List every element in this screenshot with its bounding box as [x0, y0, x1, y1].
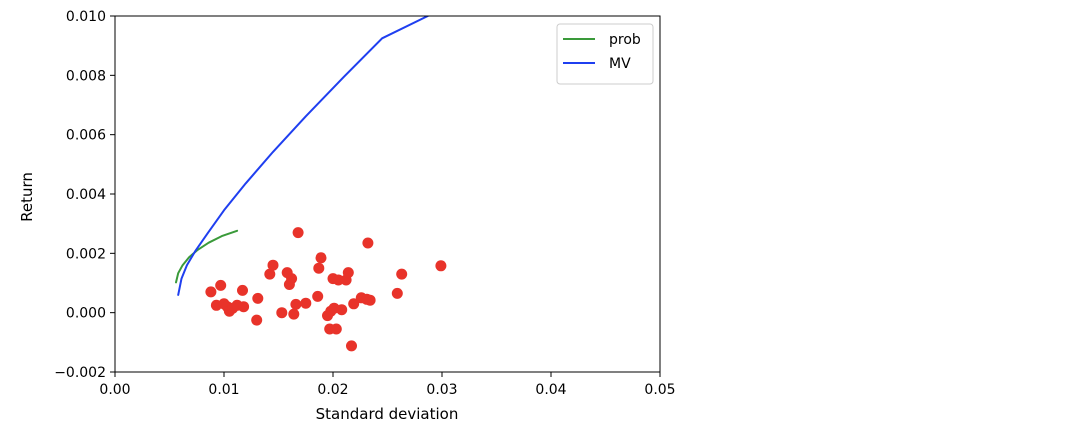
scatter-point [267, 259, 279, 271]
scatter-point [391, 287, 403, 299]
y-tick-label: 0.010 [66, 9, 106, 25]
scatter-point [264, 268, 276, 280]
scatter-point [290, 298, 302, 310]
y-tick-label: 0.004 [66, 187, 106, 203]
legend-label: MV [609, 56, 631, 72]
scatter-point [251, 314, 263, 326]
scatter-point [312, 290, 324, 302]
legend: prob MV [556, 23, 654, 85]
scatter-point [348, 298, 360, 310]
y-tick-label: 0.002 [66, 246, 106, 262]
scatter-point [286, 273, 298, 285]
x-tick-label: 0.00 [99, 382, 130, 398]
scatter-point [362, 237, 374, 249]
y-tick-label: −0.002 [54, 365, 106, 381]
scatter-point [332, 274, 344, 286]
scatter-point [336, 304, 348, 316]
scatter-point [300, 297, 312, 309]
scatter-point [288, 308, 300, 320]
x-tick-label: 0.05 [644, 382, 675, 398]
scatter-point [205, 286, 217, 298]
scatter-point [238, 301, 250, 313]
series-line-mv [177, 16, 429, 296]
scatter-point [435, 260, 447, 272]
scatter-point [346, 340, 357, 352]
scatter-point [396, 268, 408, 280]
scatter-point [330, 323, 342, 335]
x-tick-label: 0.01 [208, 382, 239, 398]
x-tick-label: 0.02 [317, 382, 348, 398]
scatter-point [342, 267, 354, 279]
y-tick-label: 0.008 [66, 68, 106, 84]
y-tick-label: 0.006 [66, 128, 106, 144]
scatter-point [276, 307, 288, 319]
x-tick-label: 0.03 [426, 382, 457, 398]
scatter-point [315, 252, 327, 264]
y-axis-title: Return [18, 172, 36, 222]
scatter-point [237, 284, 248, 296]
y-tick-label: 0.000 [66, 306, 106, 322]
scatter-point [364, 294, 376, 306]
x-tick-label: 0.04 [535, 382, 566, 398]
scatter-point [313, 262, 325, 274]
scatter-point [252, 292, 264, 304]
x-axis-title: Standard deviation [316, 405, 459, 423]
scatter-point [215, 279, 227, 291]
legend-label: prob [609, 32, 641, 48]
scatter-point [292, 227, 304, 239]
